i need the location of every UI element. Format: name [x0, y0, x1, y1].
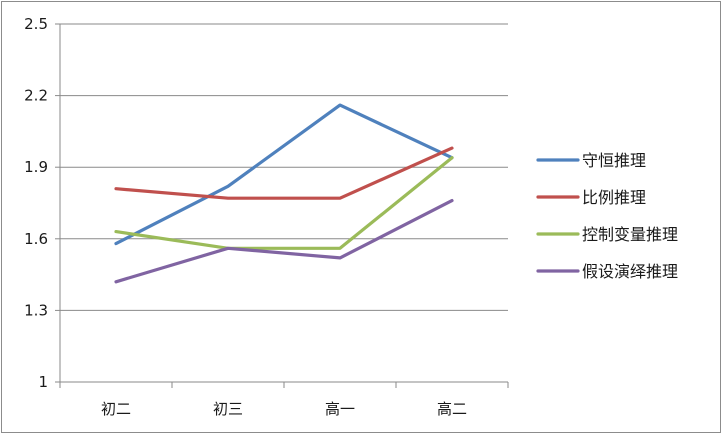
series-line-3 — [114, 156, 454, 250]
x-axis-ticks: 初二 初三 高一 高二 — [59, 382, 509, 418]
x-tick-label: 初二 — [101, 400, 131, 418]
series-line-2 — [114, 146, 454, 200]
series-line-1 — [114, 103, 454, 246]
series-lines — [114, 103, 454, 284]
y-tick-label: 2.2 — [24, 87, 48, 105]
y-tick-label: 1 — [38, 373, 48, 391]
legend-label-4: 假设演绎推理 — [582, 262, 678, 281]
x-tick-label: 高一 — [325, 400, 355, 418]
gridlines — [60, 23, 508, 311]
y-axis-ticks: 1 1.3 1.6 1.9 2.2 2.5 — [24, 15, 60, 391]
legend-label-2: 比例推理 — [582, 188, 646, 207]
y-tick-label: 2.5 — [24, 15, 48, 33]
legend-label-3: 控制变量推理 — [582, 225, 678, 244]
x-tick-label: 初三 — [213, 400, 243, 418]
y-tick-label: 1.9 — [24, 158, 48, 176]
axes — [59, 24, 508, 383]
legend-label-1: 守恒推理 — [582, 151, 646, 170]
x-tick-label: 高二 — [437, 400, 467, 418]
y-tick-label: 1.6 — [24, 230, 48, 248]
series-line-4 — [114, 199, 454, 284]
y-tick-label: 1.3 — [24, 301, 48, 319]
